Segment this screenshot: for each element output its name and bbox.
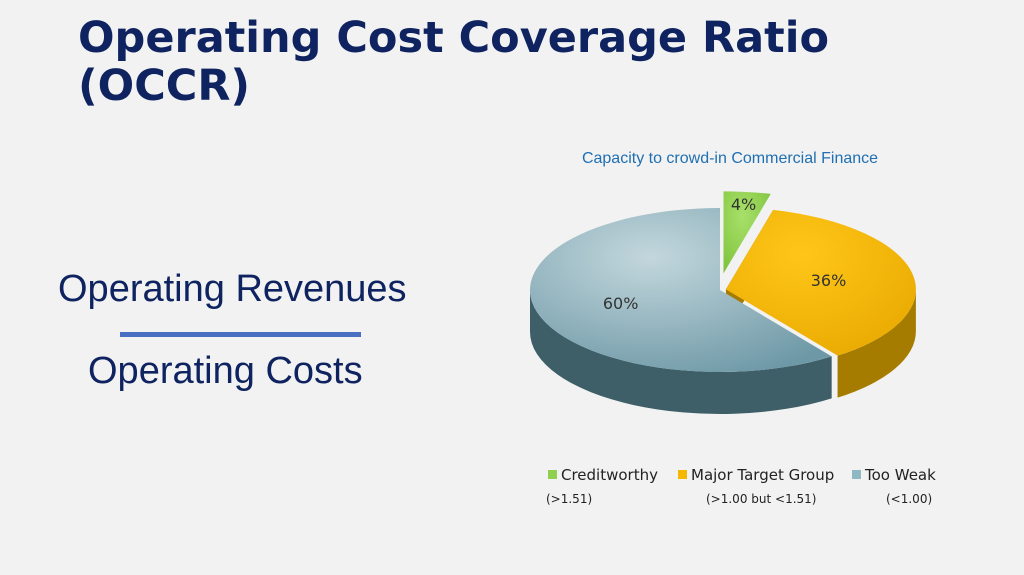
data-label-creditworthy: 4% [731,195,756,214]
formula-denominator: Operating Costs [88,350,363,392]
pie-top-creditworthy [723,191,771,274]
pie-chart: 4% 36% 60% [529,191,916,414]
pie-slice-too-weak: 60% [529,208,832,414]
pie-slice-creditworthy: 4% [723,191,771,274]
legend-item-major-target-group: Major Target Group [678,466,834,484]
legend-swatch-too-weak [852,470,861,479]
legend-label-creditworthy: Creditworthy [561,466,658,484]
pie-top-major-target-group [725,209,916,356]
pie-side-major-target-group [837,289,916,398]
fraction-bar [120,332,361,337]
legend-label-major-target-group: Major Target Group [691,466,835,484]
legend-range-creditworthy: (>1.51) [546,492,593,506]
chart-title: Capacity to crowd-in Commercial Finance [581,150,879,167]
legend-range-major-target-group: (>1.00 but <1.51) [706,492,817,506]
legend-swatch-creditworthy [548,470,557,479]
occr-formula: Operating Revenues Operating Costs [0,0,500,575]
data-label-major-target-group: 36% [811,271,847,290]
pie-side-too-weak [530,290,832,414]
formula-numerator: Operating Revenues [58,268,407,310]
slide-title: Operating Cost Coverage Ratio (OCCR) [78,13,829,111]
legend-swatch-major-target-group [678,470,687,479]
legend-range-too-weak: (<1.00) [886,492,933,506]
data-label-too-weak: 60% [603,294,639,313]
pie-slice-major-target-group: 36% [725,209,916,398]
legend-item-creditworthy: Creditworthy [548,466,658,484]
pie-top-too-weak [529,208,832,372]
chart-legend: Creditworthy Major Target Group Too Weak… [530,466,970,526]
legend-label-too-weak: Too Weak [865,466,936,484]
legend-item-too-weak: Too Weak [852,466,936,484]
